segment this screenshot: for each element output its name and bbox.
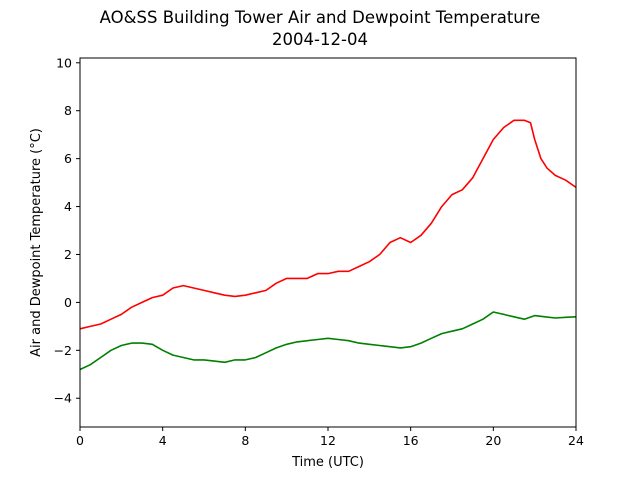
series-line-1 [79,119,577,330]
x-axis-ticks: 0 4 8 12 16 20 24 [76,427,584,448]
series-layer [79,119,577,371]
x-tick-label: 4 [159,433,167,448]
y-axis-ticks: −4 −2 0 2 4 6 8 10 [54,55,80,406]
x-tick-label: 12 [320,433,336,448]
x-tick-label: 16 [403,433,419,448]
x-tick-label: 24 [568,433,584,448]
x-tick-label: 0 [76,433,84,448]
y-tick-label: 0 [64,295,72,310]
y-tick-label: 6 [64,151,72,166]
x-tick-label: 20 [485,433,501,448]
x-axis-label: Time (UTC) [291,455,364,470]
y-axis-label: Air and Dewpoint Temperature (°C) [29,128,44,357]
series-line-2 [79,311,577,371]
y-tick-label: −2 [54,343,72,358]
y-tick-label: 4 [64,199,72,214]
y-tick-label: 10 [56,55,72,70]
y-tick-label: 2 [64,247,72,262]
x-tick-label: 8 [241,433,249,448]
y-tick-label: −4 [54,391,72,406]
chart-title: AO&SS Building Tower Air and Dewpoint Te… [99,8,541,27]
plot-frame [79,57,577,428]
y-tick-label: 8 [64,103,72,118]
chart-subtitle: 2004-12-04 [272,30,368,49]
